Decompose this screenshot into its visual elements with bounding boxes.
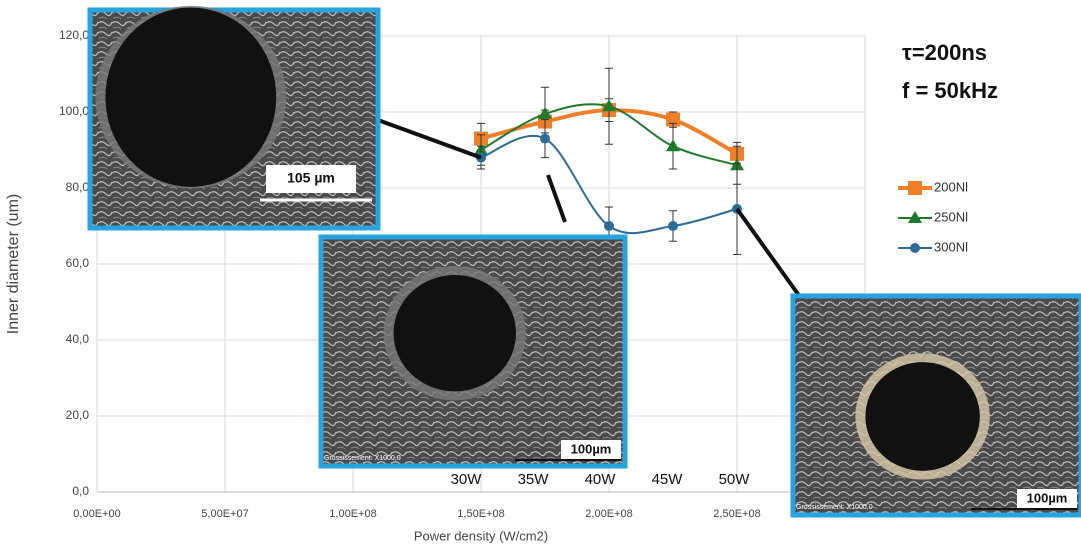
x-tick-label: 2,50E+08 [713,508,760,520]
y-axis-label: Inner diameter (um) [5,194,22,335]
caption: Grossissement: X1000,0 [796,504,873,511]
caption: Grossissement: X1000,0 [324,455,401,462]
marker [910,243,920,253]
series: 300Nl [476,120,968,255]
y-tick-label: 40,0 [66,332,90,346]
power-label: 30W [451,471,483,488]
photo-hole [105,8,276,187]
y-tick-label: 120,0 [59,28,89,42]
x-tick-label: 2,00E+08 [585,508,632,520]
marker [908,181,922,195]
legend-label: 300Nl [934,239,968,254]
y-tick-label: 20,0 [66,408,90,422]
connector [378,120,481,158]
power-label: 40W [585,471,617,488]
x-tick-label: 1,00E+08 [329,508,376,520]
x-axis-label: Power density (W/cm2) [414,528,548,543]
chart: 0,0 20,0 40,0 60,0 80,0 100,0 120,0 0,00E+00 5,0… [0,0,1081,551]
scale-label: 100µm [571,441,612,456]
photo-inset: 105 µm [90,6,378,228]
y-tick-label: 0,0 [72,484,89,498]
power-label: 45W [652,471,684,488]
y-tick-label: 80,0 [66,180,90,194]
scale-label: 100µm [1027,490,1068,505]
power-label: 35W [518,471,550,488]
annotation: τ=200ns [902,40,987,65]
y-tick-label: 60,0 [66,256,90,270]
y-tick-label: 100,0 [59,104,89,118]
power-label: 50W [719,471,751,488]
marker [668,221,678,231]
photo-hole [394,275,516,391]
x-tick-label: 0,00E+00 [73,508,120,520]
connector [548,175,565,222]
marker [604,221,614,231]
marker [666,139,680,151]
photo-hole [865,362,979,471]
legend-label: 200Nl [934,179,968,194]
x-tick-label: 1,50E+08 [457,508,504,520]
marker [540,134,550,144]
annotation: f = 50kHz [902,78,998,103]
scale-label: 105 µm [287,170,335,186]
x-tick-label: 5,00E+07 [201,508,248,520]
photo-inset: 100µm Grossissement: X1000,0 [793,296,1081,515]
photo-inset: 100µm Grossissement: X1000,0 [321,237,625,466]
legend-label: 250Nl [934,209,968,224]
